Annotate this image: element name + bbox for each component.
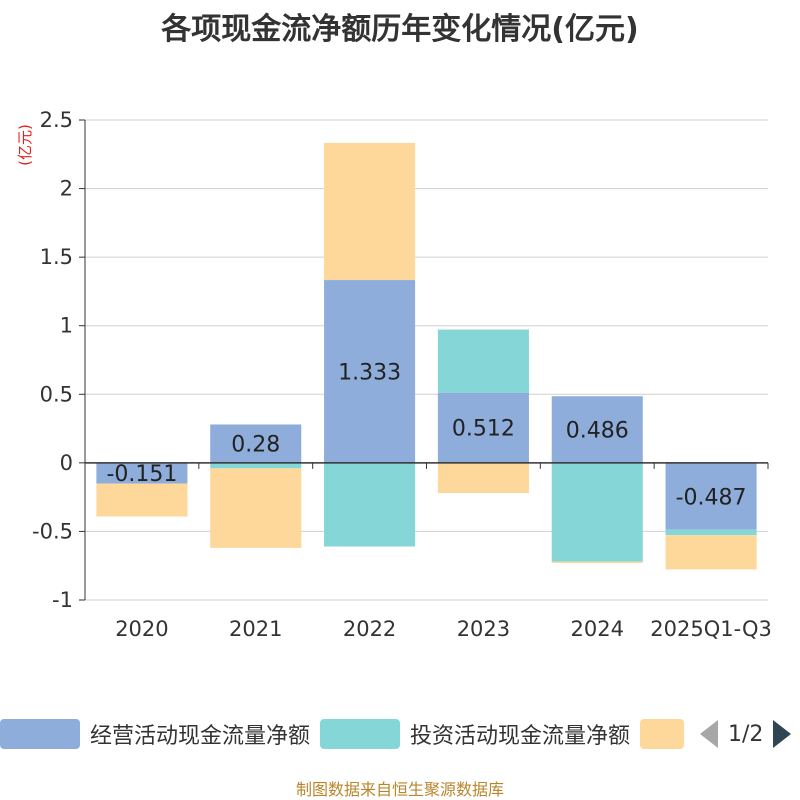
- bar: [551, 396, 643, 463]
- y-axis-label: (亿元): [16, 124, 34, 166]
- legend-item-investing[interactable]: 投资活动现金流量净额: [320, 718, 630, 750]
- bar: [210, 468, 302, 548]
- legend-page-indicator: 1/2: [728, 721, 764, 747]
- gridlines: [85, 119, 768, 601]
- data-label: 0.512: [452, 417, 515, 442]
- legend-item-operating[interactable]: 经营活动现金流量净额: [0, 718, 310, 750]
- legend-prev-page-icon[interactable]: [700, 720, 718, 748]
- legend-item-third[interactable]: [640, 718, 694, 750]
- bar: [437, 392, 529, 463]
- data-label: -0.487: [676, 485, 747, 510]
- bar: [96, 483, 188, 517]
- legend-swatch-operating: [0, 719, 80, 749]
- bar: [551, 561, 643, 563]
- legend-pager: 1/2: [700, 718, 792, 750]
- bar: [437, 329, 529, 393]
- y-tick-label: 1.5: [40, 245, 73, 269]
- legend-swatch-third: [640, 719, 684, 749]
- data-label: -0.151: [106, 462, 177, 487]
- x-tick-label: 2024: [571, 617, 624, 641]
- legend-label-investing: 投资活动现金流量净额: [410, 724, 631, 749]
- bar: [551, 462, 643, 562]
- x-tick-label: 2022: [343, 617, 396, 641]
- chart-title: 各项现金流净额历年变化情况(亿元): [161, 12, 639, 47]
- bars: [96, 142, 757, 570]
- data-label: 0.486: [566, 419, 629, 444]
- x-tick-label: 2023: [457, 617, 510, 641]
- y-tick-label: 1: [60, 314, 73, 338]
- y-tick-label: 0: [60, 451, 73, 475]
- data-label: 0.28: [231, 433, 280, 458]
- y-tick-label: -1: [52, 588, 73, 612]
- legend-next-page-icon[interactable]: [773, 720, 792, 748]
- y-tick-label: 0.5: [40, 382, 73, 406]
- bar: [324, 462, 416, 547]
- bar: [437, 462, 529, 494]
- legend-swatch-investing: [320, 719, 400, 749]
- x-tick-label: 2025Q1-Q3: [650, 617, 772, 641]
- data-label: 1.333: [338, 360, 401, 385]
- bar: [665, 462, 757, 530]
- bar: [210, 462, 302, 469]
- bar: [210, 424, 302, 463]
- legend: 经营活动现金流量净额 投资活动现金流量净额 1/2: [0, 714, 800, 754]
- bar: [665, 535, 757, 570]
- y-tick-label: 2.5: [40, 108, 73, 132]
- bar: [96, 462, 188, 484]
- legend-label-operating: 经营活动现金流量净额: [90, 724, 311, 749]
- bar: [324, 142, 416, 281]
- bar: [324, 280, 416, 463]
- y-tick-label: -0.5: [32, 519, 73, 543]
- source-note: 制图数据来自恒生聚源数据库: [295, 780, 504, 799]
- data-labels: -0.151 0.28 1.333 0.512 0.486 -0.487: [106, 360, 746, 510]
- bar: [665, 529, 757, 536]
- y-tick-label: 2: [60, 177, 73, 201]
- x-tick-label: 2021: [229, 617, 282, 641]
- axes: 2.5 2 1.5 1 0.5 0 -0.5 -1 (亿元) 2020 2021 2022 2023 20…: [16, 108, 772, 641]
- x-tick-label: 2020: [115, 617, 168, 641]
